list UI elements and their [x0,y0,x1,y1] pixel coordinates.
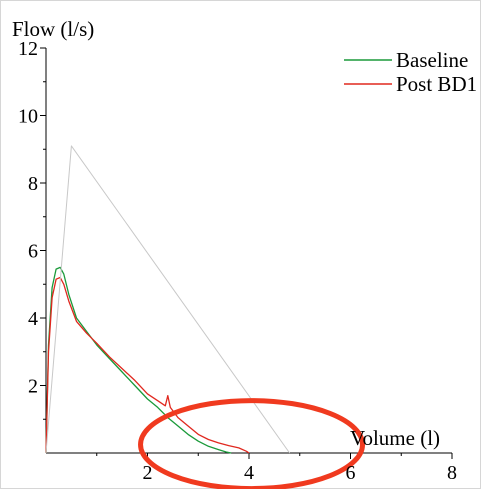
x-tick-label: 4 [244,462,254,484]
series-layer [45,145,291,454]
tick-labels: 2 4 6 8 10 12 2 4 6 8 [18,38,457,484]
series-line-baseline [45,266,232,454]
x-axis-title: Volume (l) [350,426,440,450]
y-axis-title: Flow (l/s) [12,17,94,41]
x-tick-label: 8 [447,462,457,484]
y-tick-label: 4 [28,308,38,330]
legend-label-baseline: Baseline [396,48,468,72]
y-tick-label: 6 [28,241,38,263]
legend-label-post-bd1: Post BD1 [396,72,477,96]
y-tick-label: 12 [18,38,38,60]
y-tick-label: 10 [18,106,38,128]
series-line-post-bd1 [45,276,250,454]
y-tick-label: 2 [28,376,38,398]
axes [40,47,453,459]
reference-line [45,145,291,454]
x-tick-label: 6 [346,462,356,484]
y-tick-label: 8 [28,173,38,195]
x-tick-label: 2 [143,462,153,484]
